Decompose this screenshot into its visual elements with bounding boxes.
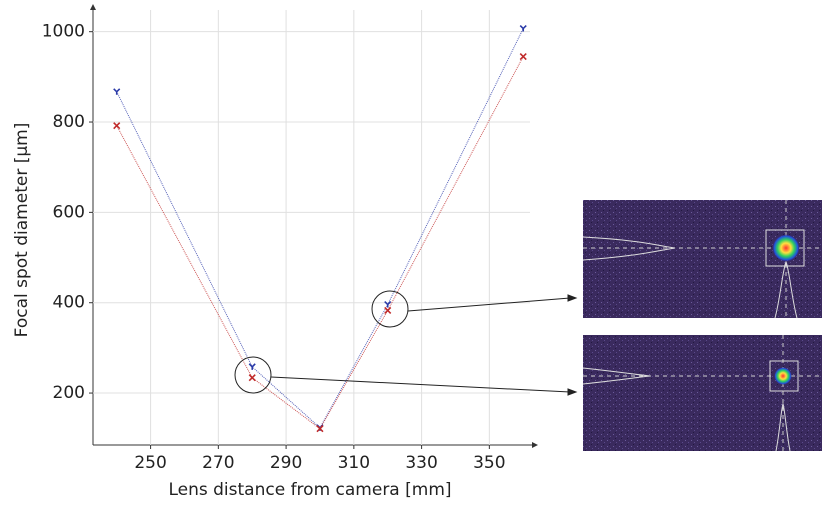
axis-arrow [532, 442, 538, 448]
y-axis-label: Focal spot diameter [µm] [12, 123, 32, 338]
x-tick-label: 330 [405, 453, 437, 473]
beam-image [583, 335, 822, 451]
data-point [520, 54, 526, 60]
beam-image [583, 200, 822, 318]
callout-line [271, 377, 570, 392]
data-point [114, 89, 120, 95]
beam-spot [772, 234, 800, 262]
callout-circle [235, 357, 271, 393]
x-axis-label: Lens distance from camera [mm] [168, 480, 451, 500]
chart: 200 400 600 800 1000 250 270 290 310 330 350 Focal… [0, 0, 822, 504]
data-point [114, 123, 120, 129]
image-background [583, 335, 822, 451]
y-tick-label: 600 [53, 202, 85, 222]
x-tick-label: 310 [338, 453, 370, 473]
y-tick-label: 400 [53, 293, 85, 313]
beam-spot [774, 367, 792, 385]
y-tick-label: 200 [53, 383, 85, 403]
x-tick-label: 290 [270, 453, 302, 473]
arrow-head [568, 389, 576, 395]
axis-arrow [90, 4, 96, 10]
series-line [117, 57, 524, 429]
data-point [385, 307, 391, 313]
data-point [317, 426, 323, 432]
x-tick-label: 270 [202, 453, 234, 473]
data-point [520, 26, 526, 32]
data-point [249, 375, 255, 381]
plot-area: 200 400 600 800 1000 250 270 290 310 330 350 [42, 4, 538, 473]
x-tick-label: 250 [134, 453, 166, 473]
y-tick-label: 1000 [42, 22, 85, 42]
y-tick-label: 800 [53, 112, 85, 132]
series-line [117, 29, 524, 428]
arrow-head [568, 295, 576, 301]
data-point [249, 364, 255, 370]
x-tick-label: 350 [473, 453, 505, 473]
